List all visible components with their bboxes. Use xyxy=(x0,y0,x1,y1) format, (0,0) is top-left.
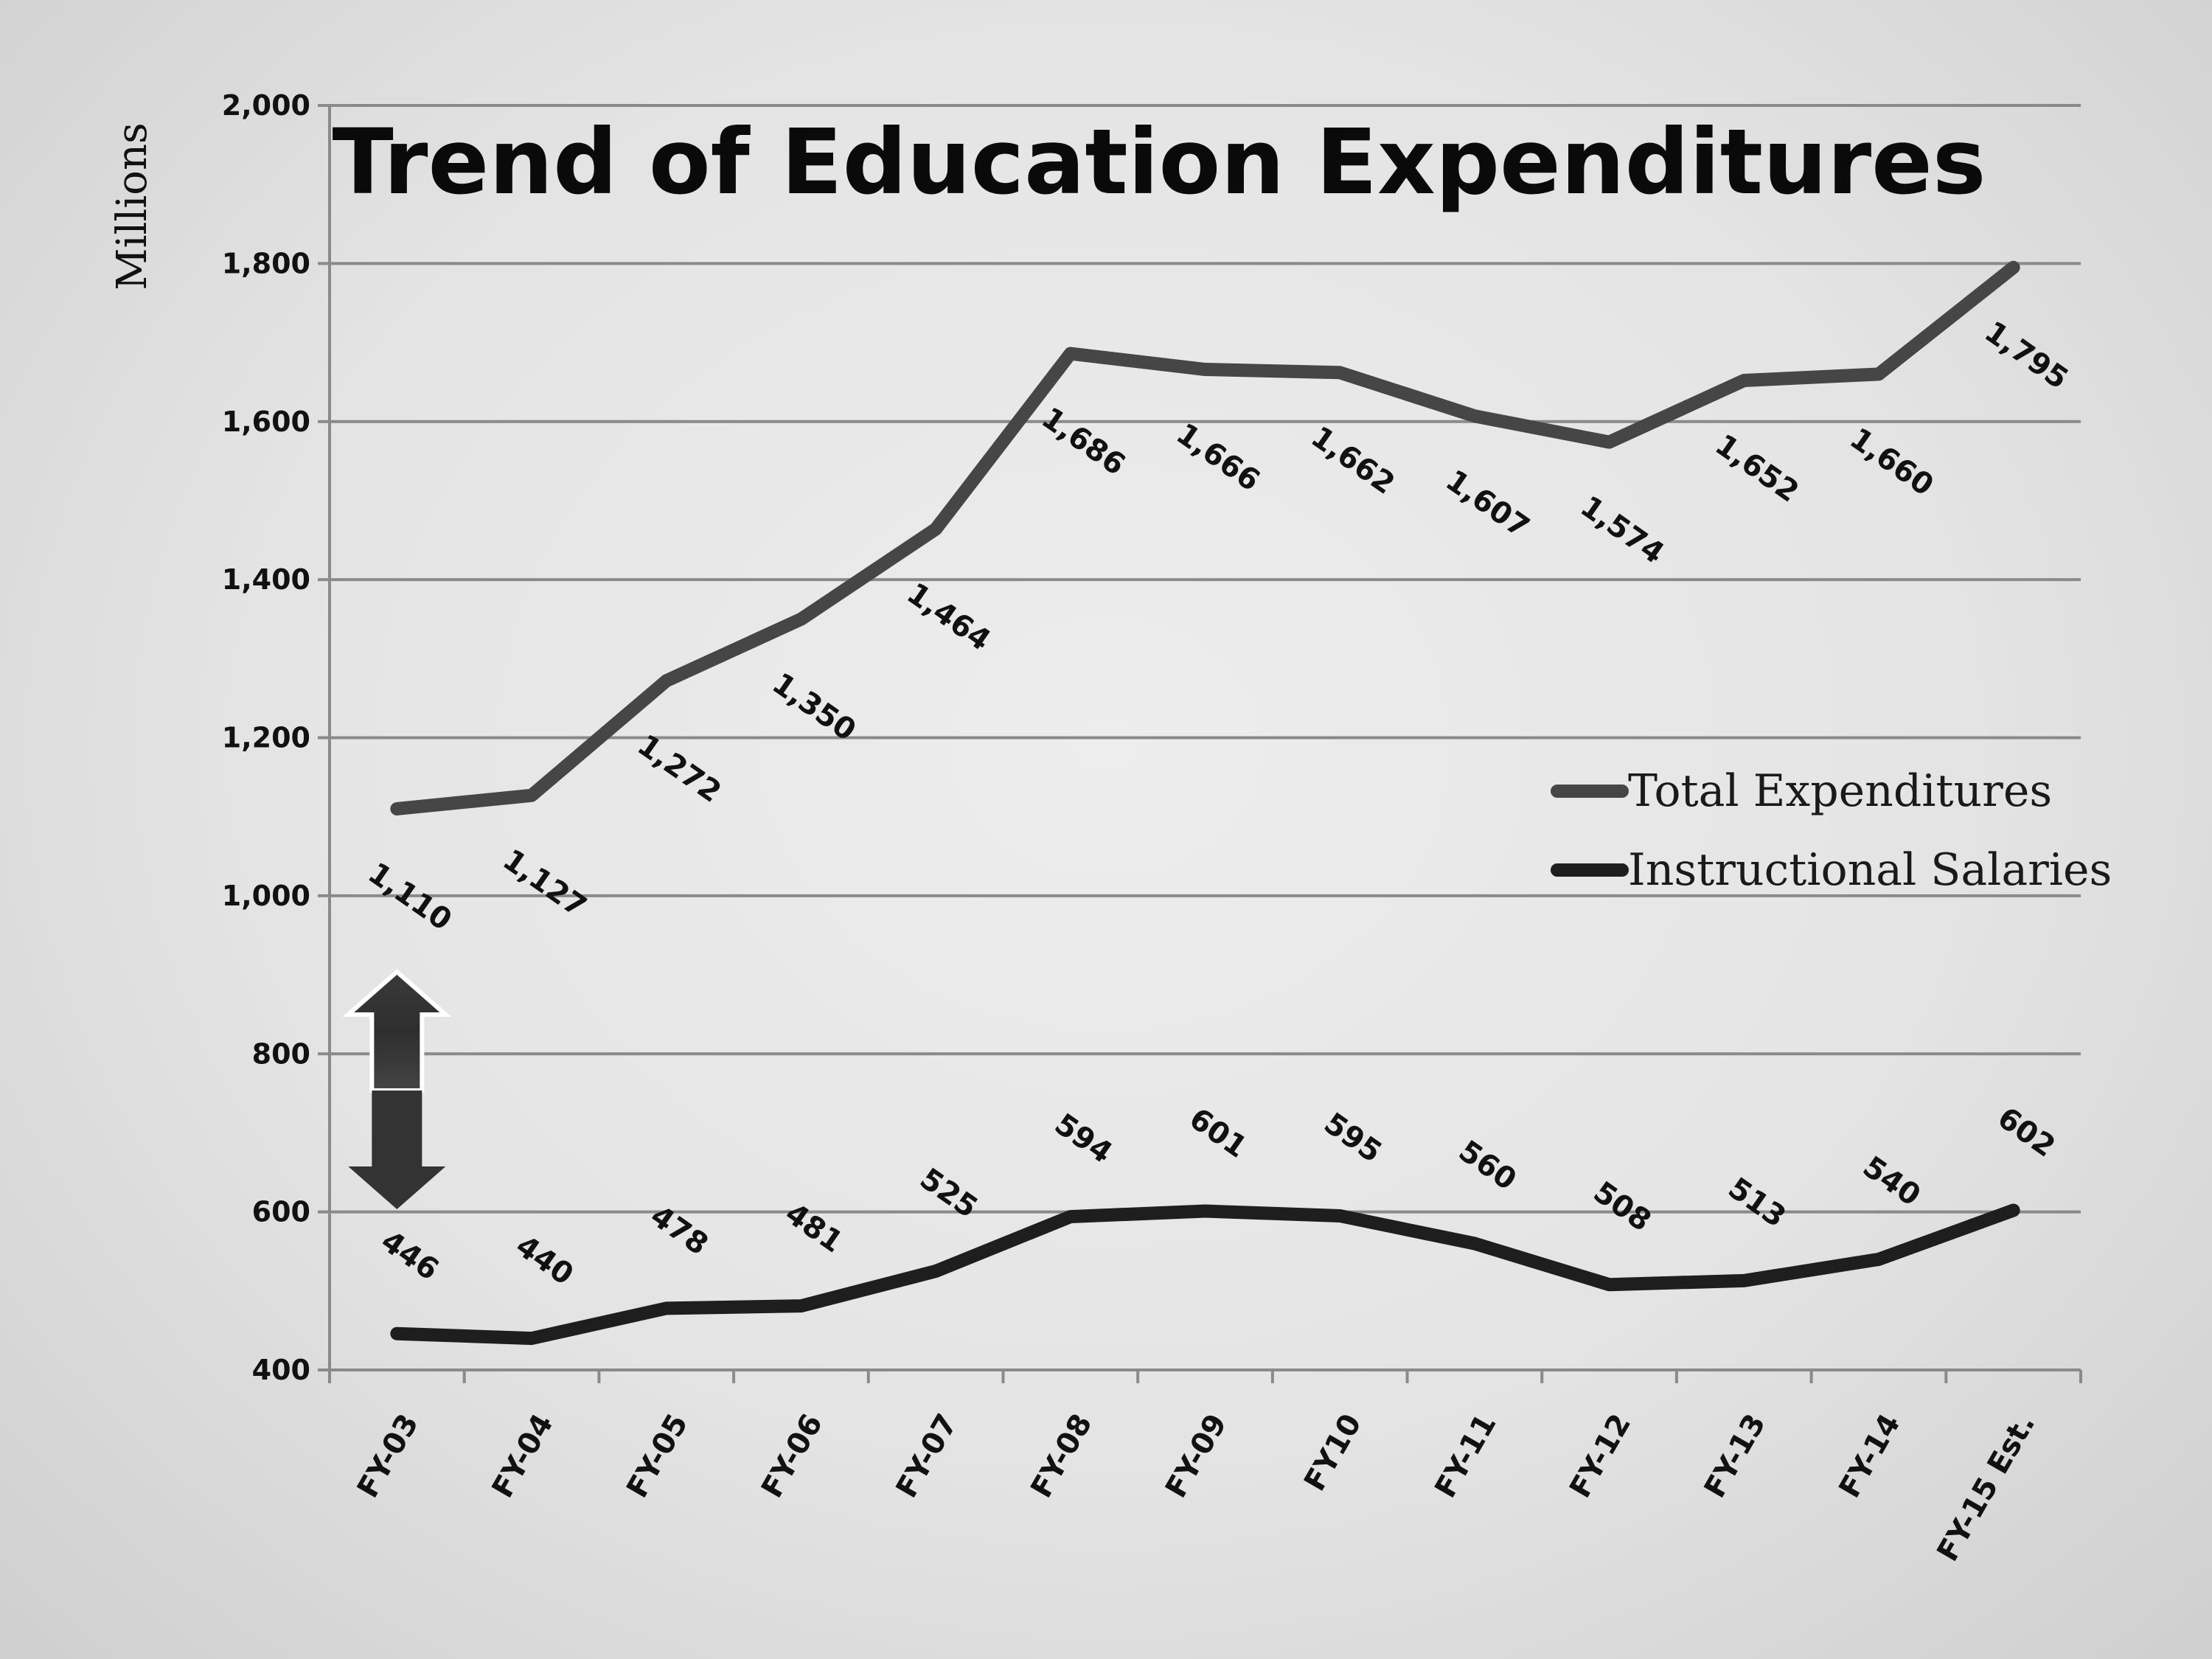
data-label-s1-6: 601 xyxy=(1183,1102,1253,1165)
x-tick-label-5: FY-08 xyxy=(1024,1408,1099,1503)
x-tick-label-9: FY-12 xyxy=(1563,1408,1638,1503)
x-tick-labels: FY-03 FY-04 FY-05 FY-06 FY-07 FY-08 FY-09 FY10 F… xyxy=(351,1408,2042,1567)
x-tick-label-11: FY-14 xyxy=(1832,1408,1907,1503)
data-label-s1-3: 481 xyxy=(779,1197,849,1260)
y-axis-label: Millions xyxy=(108,122,156,291)
data-label-s1-10: 513 xyxy=(1722,1171,1792,1234)
data-label-s0-11: 1,660 xyxy=(1843,422,1939,503)
x-tick-label-6: FY-09 xyxy=(1159,1408,1234,1503)
data-label-s1-8: 560 xyxy=(1453,1134,1523,1197)
data-label-s1-0: 446 xyxy=(375,1224,445,1287)
data-label-s0-2: 1,272 xyxy=(631,728,727,810)
data-label-s0-10: 1,652 xyxy=(1709,428,1805,509)
y-tick-label-1200: 1,200 xyxy=(222,722,310,754)
data-label-s0-5: 1,686 xyxy=(1035,401,1131,482)
x-tick-label-2: FY-05 xyxy=(620,1408,695,1503)
data-label-s1-5: 594 xyxy=(1048,1107,1119,1171)
y-tick-label-800: 800 xyxy=(252,1037,310,1070)
x-tick-label-12: FY-15 Est. xyxy=(1930,1408,2042,1567)
data-label-s1-11: 540 xyxy=(1857,1150,1927,1214)
chart-title: Trend of Education Expenditures xyxy=(332,110,1986,215)
y-tick-label-600: 600 xyxy=(252,1196,310,1228)
series-line-1 xyxy=(390,1203,2020,1346)
x-tick-label-3: FY-06 xyxy=(755,1408,830,1503)
series-lines xyxy=(390,260,2020,1346)
series-line-0 xyxy=(390,260,2020,815)
double-arrow-annotation xyxy=(342,969,452,1209)
data-label-s1-4: 525 xyxy=(914,1162,984,1225)
x-tick-label-0: FY-03 xyxy=(351,1408,425,1503)
legend: Total Expenditures Instructional Salarie… xyxy=(1551,765,2112,896)
data-label-s0-1: 1,127 xyxy=(496,843,592,924)
gridlines xyxy=(318,104,2081,1371)
x-tick-label-4: FY-07 xyxy=(890,1408,964,1503)
data-label-s1-7: 595 xyxy=(1318,1107,1388,1170)
x-tick-label-8: FY-11 xyxy=(1428,1408,1503,1503)
x-tick-label-1: FY-04 xyxy=(486,1408,560,1503)
data-label-s0-4: 1,464 xyxy=(901,577,997,658)
legend-label-instructional-salaries: Instructional Salaries xyxy=(1628,844,2112,896)
data-label-s0-3: 1,350 xyxy=(766,667,862,748)
arrow-lower-half xyxy=(348,1091,446,1209)
data-label-s0-8: 1,607 xyxy=(1439,463,1535,544)
y-tick-label-400: 400 xyxy=(252,1354,310,1386)
arrow-upper-half xyxy=(342,969,452,1093)
y-tick-label-2000: 2,000 xyxy=(222,89,310,122)
data-label-s0-9: 1,574 xyxy=(1574,490,1670,571)
data-label-s0-7: 1,662 xyxy=(1305,420,1401,501)
y-tick-label-1400: 1,400 xyxy=(222,563,310,596)
data-label-s1-9: 508 xyxy=(1587,1175,1658,1239)
data-label-s0-6: 1,666 xyxy=(1170,417,1266,498)
y-tick-labels: 400 600 800 1,000 1,200 1,400 1,600 1,800 2,000 xyxy=(222,89,310,1386)
x-tick-label-7: FY10 xyxy=(1298,1408,1368,1497)
y-tick-label-1000: 1,000 xyxy=(222,880,310,912)
data-label-s1-1: 440 xyxy=(509,1229,580,1293)
axes xyxy=(328,105,2082,1383)
y-tick-label-1800: 1,800 xyxy=(222,247,310,279)
legend-label-total-expenditures: Total Expenditures xyxy=(1628,765,2052,817)
data-label-s0-12: 1,795 xyxy=(1978,315,2074,396)
data-label-s1-12: 602 xyxy=(1992,1101,2062,1164)
x-tick-label-10: FY-13 xyxy=(1698,1408,1773,1503)
y-tick-label-1600: 1,600 xyxy=(222,406,310,438)
data-label-s1-2: 478 xyxy=(644,1199,714,1262)
